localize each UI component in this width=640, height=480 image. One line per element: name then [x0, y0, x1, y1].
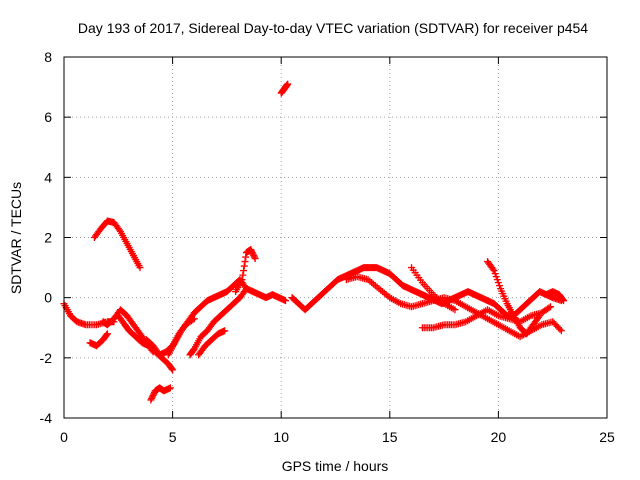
series-arc-12 [277, 80, 292, 97]
data-point [559, 296, 567, 304]
series-arc-15 [418, 303, 555, 332]
data-point [284, 80, 292, 88]
data-point [494, 279, 502, 287]
data-point [560, 297, 568, 305]
data-point [492, 273, 500, 281]
y-tick-label: -4 [40, 410, 53, 426]
data-point [242, 285, 250, 293]
x-tick-label: 25 [599, 429, 615, 445]
data-point [250, 253, 258, 261]
y-tick-label: 0 [44, 290, 52, 306]
data-point [493, 276, 501, 284]
data-point [136, 264, 144, 272]
chart-title: Day 193 of 2017, Sidereal Day-to-day VTE… [78, 20, 588, 36]
data-point [241, 286, 249, 294]
data-point [547, 303, 555, 311]
data-point [536, 312, 544, 320]
data-point [491, 270, 499, 278]
data-point [495, 282, 503, 290]
y-tick-label: 2 [44, 230, 52, 246]
y-axis-label: SDTVAR / TECUs [8, 182, 24, 294]
data-point [242, 253, 250, 261]
data-point [241, 258, 249, 266]
data-point [147, 396, 155, 404]
series-arc-2 [86, 330, 111, 350]
data-point [248, 249, 256, 257]
data-point [557, 327, 565, 335]
y-tick-label: 6 [44, 109, 52, 125]
series-arc-4 [99, 306, 157, 356]
series-arc-16 [408, 264, 459, 314]
x-tick-label: 20 [491, 429, 507, 445]
data-point [249, 250, 257, 258]
data-point [240, 267, 248, 275]
plot-frame [63, 56, 608, 419]
data-point [247, 246, 255, 254]
grid-lines [64, 57, 607, 418]
data-point [115, 226, 123, 234]
y-tick-label: 8 [44, 49, 52, 65]
x-axis-label: GPS time / hours [282, 458, 389, 474]
data-point [148, 394, 156, 402]
data-point [150, 390, 158, 398]
axis-ticks: 0 5 10 15 20 25 -4 -2 0 2 4 6 8 [40, 49, 615, 445]
x-tick-label: 0 [60, 429, 68, 445]
data-point [240, 262, 248, 270]
data-point [149, 391, 157, 399]
data-point [221, 327, 229, 335]
data-point [556, 325, 564, 333]
data-point [248, 247, 256, 255]
series-arc-7 [147, 384, 174, 404]
data-point [490, 267, 498, 275]
data-point [451, 306, 459, 314]
x-tick-label: 15 [382, 429, 398, 445]
series-arc-3 [90, 217, 144, 272]
data-point [535, 313, 543, 321]
series-arc-17 [484, 258, 544, 338]
series-arc-10 [195, 327, 229, 359]
data-point [166, 384, 174, 392]
series-arc-18 [542, 288, 568, 305]
y-tick-label: -2 [40, 350, 53, 366]
data-point [103, 331, 111, 339]
data-points [60, 80, 568, 404]
data-point [168, 365, 176, 373]
data-point [489, 265, 497, 273]
series-arc-13 [288, 264, 565, 320]
data-point [282, 297, 290, 305]
series-arc-9 [186, 285, 250, 359]
data-point [103, 330, 111, 338]
data-point [250, 252, 258, 260]
data-point [238, 276, 246, 284]
series-arc-8 [164, 276, 290, 359]
data-point [251, 255, 259, 263]
data-point [239, 271, 247, 279]
data-point [545, 304, 553, 312]
data-point [148, 393, 156, 401]
series-arc-11 [232, 246, 259, 296]
x-tick-label: 10 [273, 429, 289, 445]
x-tick-label: 5 [169, 429, 177, 445]
y-tick-label: 4 [44, 169, 52, 185]
series-arc-5 [114, 312, 177, 374]
data-point [169, 366, 177, 374]
